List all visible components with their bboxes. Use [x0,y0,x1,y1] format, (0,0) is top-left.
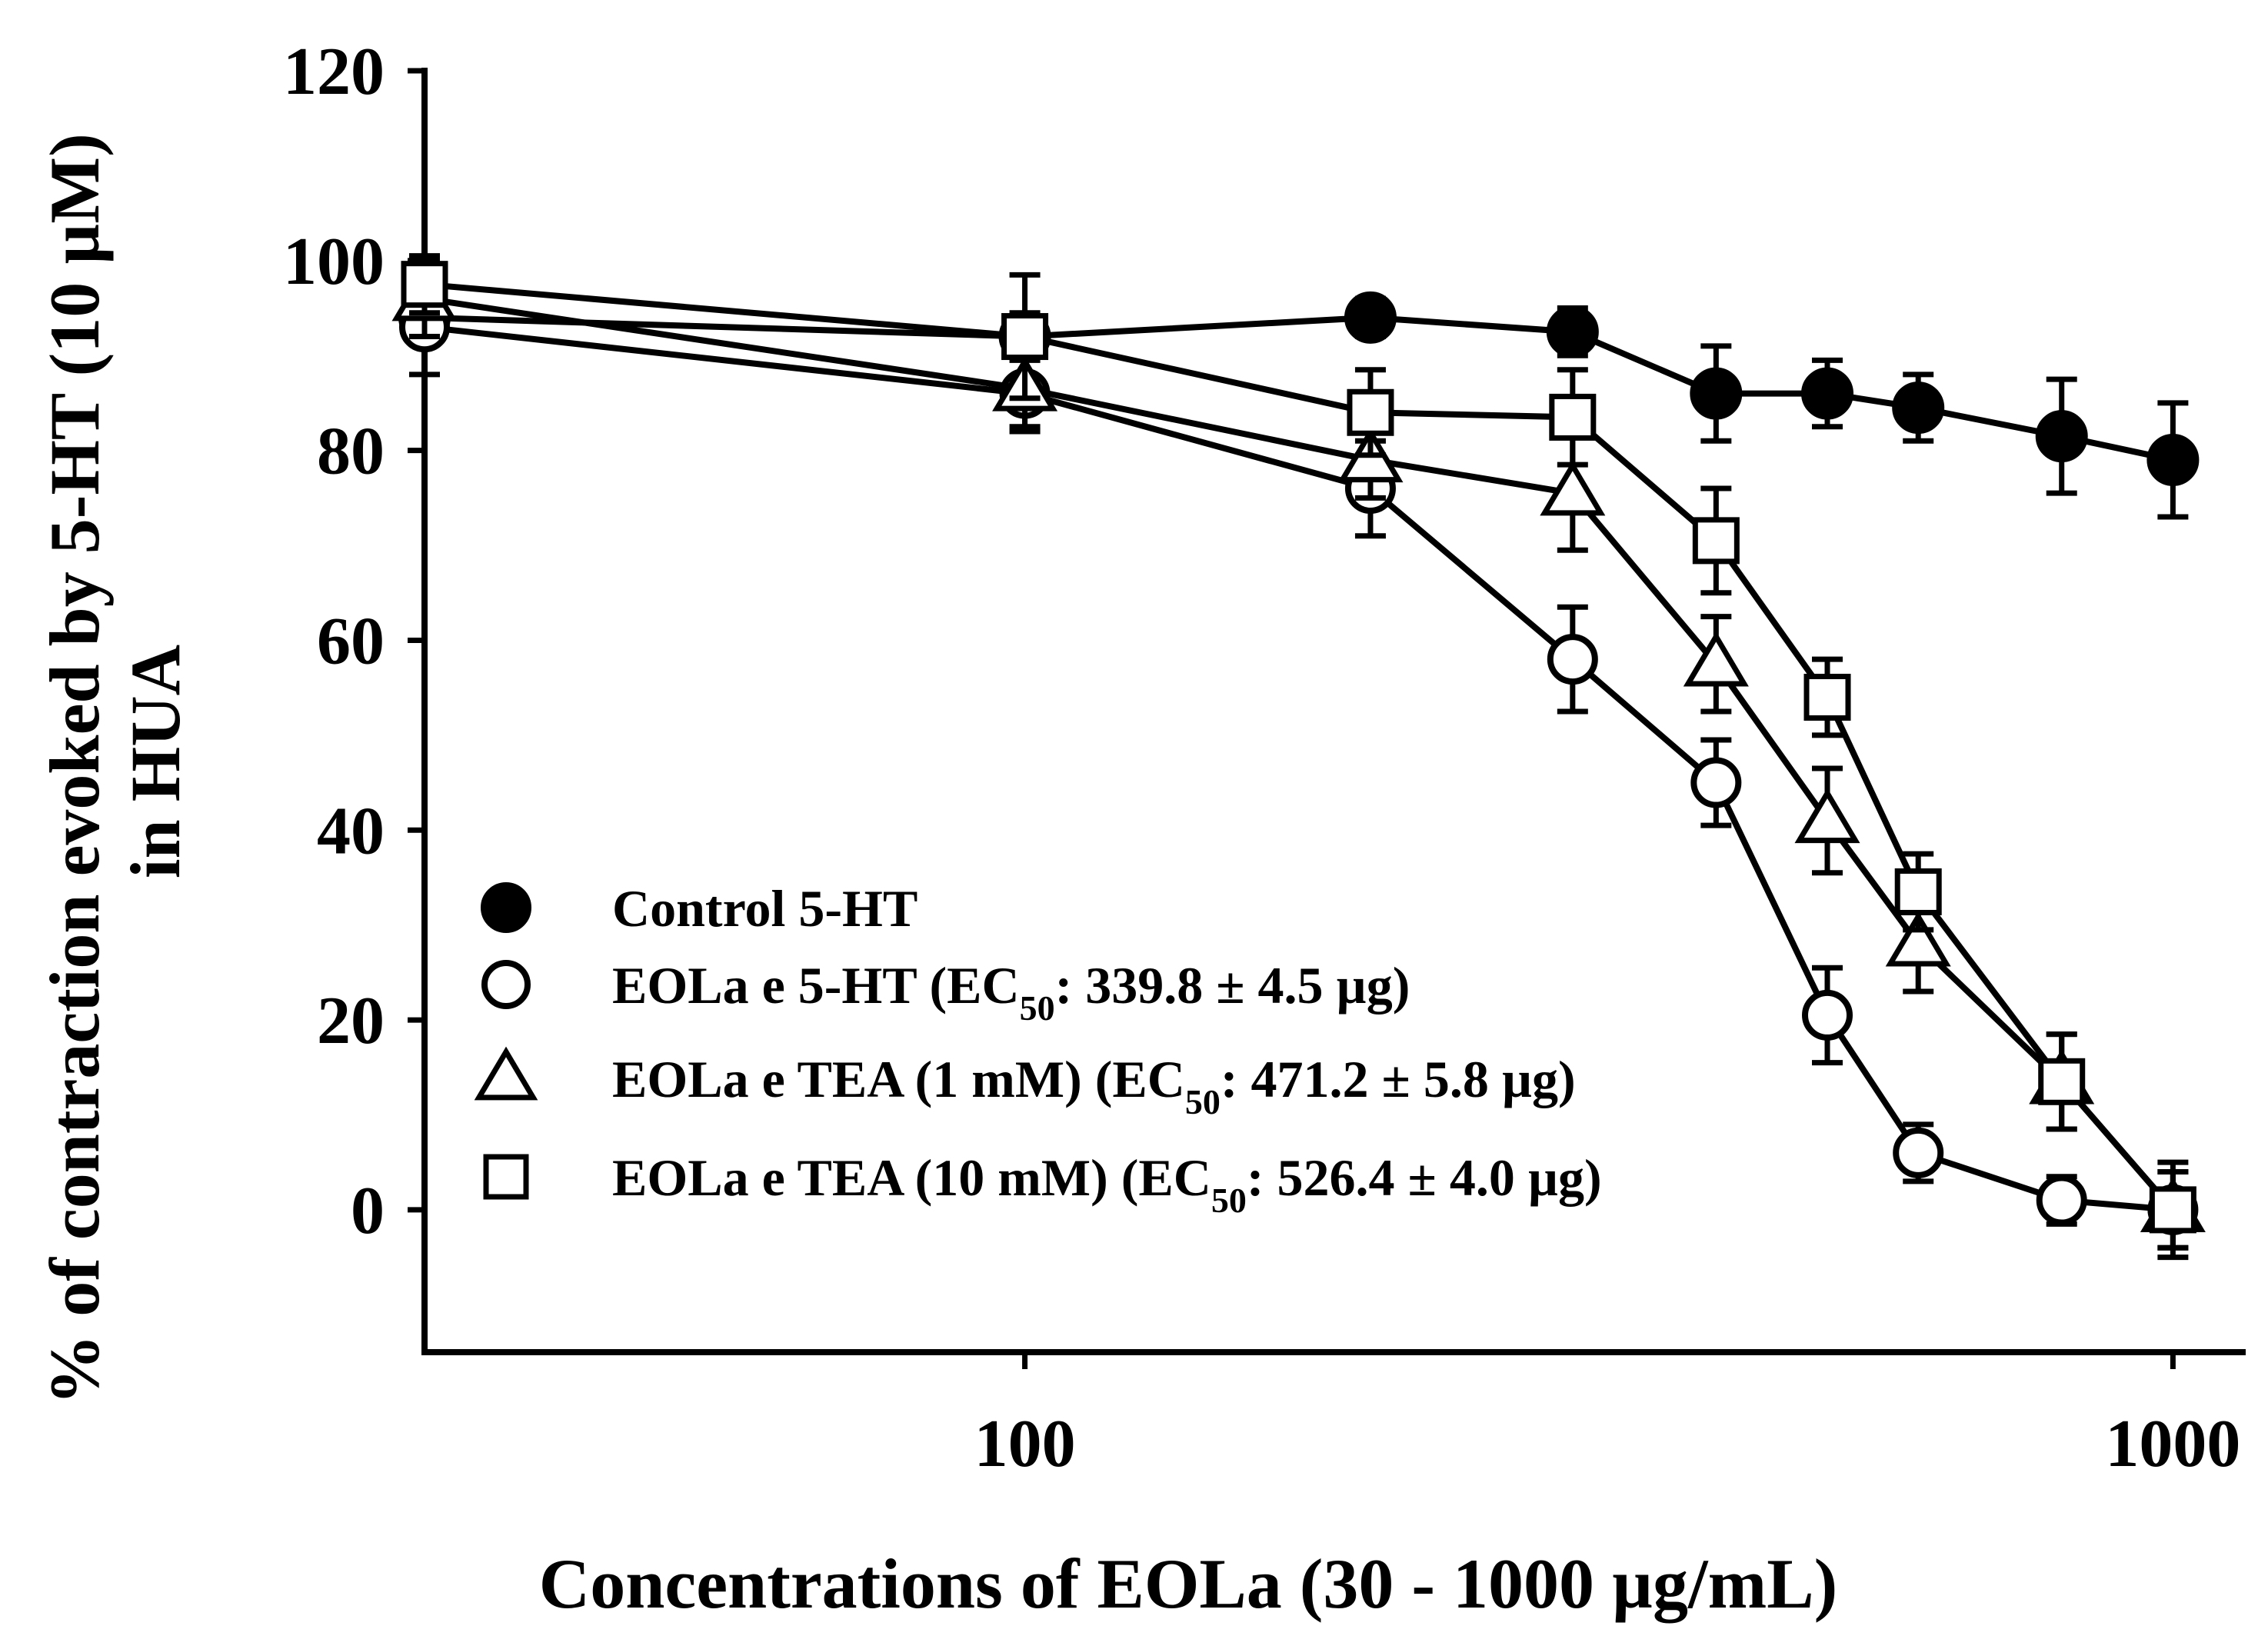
y-tick-label: 80 [317,415,385,489]
x-tick-label: 100 [974,1407,1076,1481]
x-axis-title: Concentrations of EOLa (30 - 1000 µg/mL) [539,1544,1837,1623]
data-point [1690,367,1743,420]
legend-label: EOLa e 5-HT (EC50: 339.8 ± 4.5 µg) [612,956,1410,1028]
x-tick-label: 1000 [2105,1407,2240,1481]
data-point [401,261,448,308]
data-point [1540,460,1606,516]
data-point [2146,433,2200,486]
series-1 [398,291,2200,520]
data-point [2035,410,2088,463]
legend-label-main: Control 5-HT [612,879,918,938]
data-point [1885,911,1951,967]
legend-label-tail: : 471.2 ± 5.8 µg) [1221,1050,1576,1108]
legend-item-1: Control 5-HT [481,879,918,938]
data-point [1802,989,1853,1041]
data-point [1893,1127,1944,1178]
legend-marker [474,1046,538,1101]
y-tick-label: 20 [317,984,385,1058]
data-point [1794,788,1860,844]
legend-label-tail: : 339.8 ± 4.5 µg) [1055,956,1410,1015]
legend-label-subscript: 50 [1185,1082,1221,1121]
legend-label-tail: : 526.4 ± 4.0 µg) [1247,1148,1602,1207]
data-point [1347,388,1394,436]
axes: 0 20 40 60 80 100 120 100 1000 [283,35,2246,1481]
legend-label-main: EOLa e TEA (10 mM) (EC [612,1148,1211,1207]
legend-item-2: EOLa e 5-HT (EC50: 339.8 ± 4.5 µg) [481,956,1410,1028]
legend-marker [483,1154,529,1200]
data-point [2036,1175,2087,1226]
y-tick-label: 60 [317,604,385,678]
y-axis-title-line2: in HUA [116,645,195,878]
legend-label-main: EOLa e 5-HT (EC [612,956,1020,1015]
data-point [2038,1058,2086,1105]
data-point [1892,382,1945,435]
data-point [1801,367,1854,420]
series-4 [401,253,2196,1261]
legend-label-subscript: 50 [1020,988,1055,1028]
y-tick-label: 120 [283,35,385,109]
series-layer [391,253,2206,1261]
data-point [1690,757,1742,808]
legend-label-subscript: 50 [1211,1181,1247,1220]
data-point [1894,868,1942,915]
data-point [1692,517,1740,565]
legend-marker [481,960,531,1009]
legend-label: EOLa e TEA (1 mM) (EC50: 471.2 ± 5.8 µg) [612,1050,1576,1121]
data-point [2149,1186,2196,1234]
y-axis-title-line1: % of contraction evoked by 5-HT (10 µM) [35,133,114,1404]
data-point [1546,305,1599,358]
data-point [1549,393,1597,441]
y-tick-label: 40 [317,794,385,868]
legend-item-3: EOLa e TEA (1 mM) (EC50: 471.2 ± 5.8 µg) [474,1046,1576,1121]
y-tick-label: 0 [351,1174,385,1248]
legend-item-4: EOLa e TEA (10 mM) (EC50: 526.4 ± 4.0 µg… [483,1148,1602,1220]
legend-label: Control 5-HT [612,879,918,938]
y-tick-label: 100 [283,225,385,299]
data-point [1547,634,1598,685]
legend-marker [481,882,531,933]
data-point [1344,291,1397,344]
legend-label-main: EOLa e TEA (1 mM) (EC [612,1050,1185,1108]
data-point [1001,313,1049,361]
legend-label: EOLa e TEA (10 mM) (EC50: 526.4 ± 4.0 µg… [612,1148,1602,1220]
data-point [1803,673,1851,721]
data-point [1683,631,1749,687]
